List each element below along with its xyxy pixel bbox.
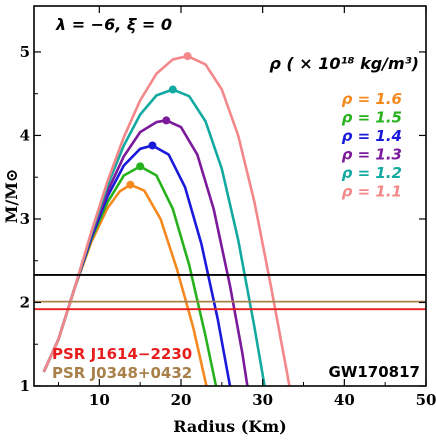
y-tick-label: 5 <box>20 43 30 61</box>
x-tick-label: 40 <box>334 391 355 409</box>
y-tick-label: 3 <box>20 210 30 228</box>
reference-label: PSR J0348+0432 <box>52 364 192 382</box>
y-tick-label: 2 <box>20 293 30 311</box>
reference-label: PSR J1614−2230 <box>52 345 192 363</box>
reference-lines-layer <box>34 274 426 311</box>
legend-entry: ρ = 1.5 <box>342 109 402 127</box>
x-tick-label: 50 <box>416 391 436 409</box>
parameter-label: λ = −6, ξ = 0 <box>55 15 172 34</box>
x-axis-label: Radius (Km) <box>173 417 286 436</box>
max-point-0 <box>126 180 135 189</box>
legend-entry: ρ = 1.3 <box>342 146 402 164</box>
curves-layer <box>42 54 291 386</box>
plot-frame <box>33 5 427 387</box>
reference-label: GW170817 <box>329 363 420 381</box>
max-points-layer <box>126 52 192 189</box>
legend-entry: ρ = 1.1 <box>342 183 402 201</box>
y-tick-label: 1 <box>20 377 30 395</box>
x-tick-label: 30 <box>252 391 273 409</box>
series-curve-5 <box>42 54 291 386</box>
max-point-4 <box>168 85 177 94</box>
ticks-layer: 10 20 30 40 50 1 2 3 4 5 <box>20 6 436 409</box>
legend-entry: ρ = 1.6 <box>342 90 402 108</box>
legend-entry: ρ = 1.4 <box>342 127 402 145</box>
max-point-5 <box>183 52 192 61</box>
x-tick-label: 20 <box>171 391 192 409</box>
max-point-1 <box>136 162 145 171</box>
y-axis-label: M/M⊙ <box>2 169 21 224</box>
legend-title: ρ ( × 10¹⁸ kg/m³) <box>269 54 419 73</box>
max-point-3 <box>162 116 171 125</box>
y-tick-label: 4 <box>20 126 30 144</box>
x-tick-label: 10 <box>89 391 110 409</box>
annotations-layer: ρ = 1.6ρ = 1.5ρ = 1.4ρ = 1.3ρ = 1.2ρ = 1… <box>52 90 420 382</box>
max-point-2 <box>148 141 157 150</box>
legend-entry: ρ = 1.2 <box>342 164 402 182</box>
